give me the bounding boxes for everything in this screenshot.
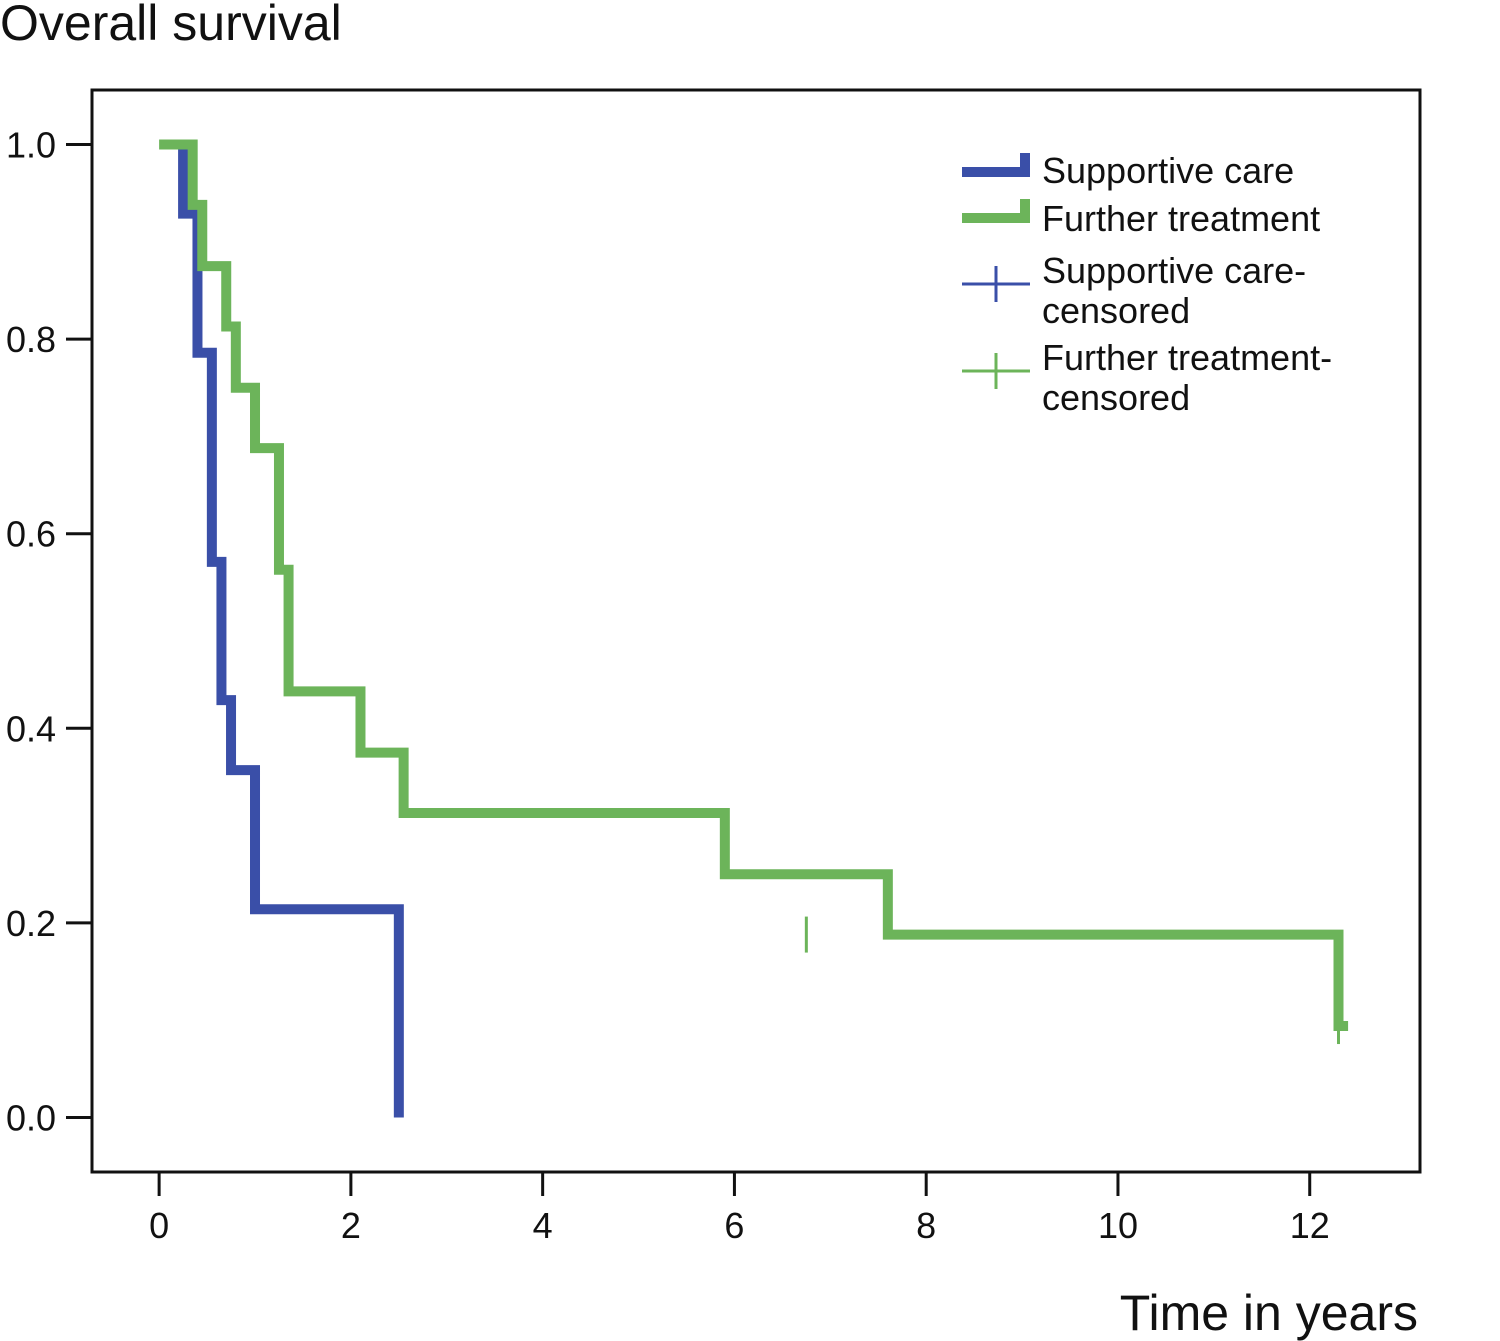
x-tick-label: 8 [916,1205,936,1246]
legend-label: Supportive care- [1042,250,1306,291]
y-tick-label: 0.8 [6,319,56,360]
legend-label: Further treatment- [1042,337,1332,378]
legend-label: censored [1042,377,1190,418]
series-layer [159,139,1349,1118]
x-tick-label: 10 [1098,1205,1138,1246]
y-tick-label: 0.4 [6,708,56,749]
x-tick-label: 12 [1290,1205,1330,1246]
x-tick-label: 0 [149,1205,169,1246]
legend-item: Supportive care-censored [962,250,1306,331]
legend-label: censored [1042,290,1190,331]
legend-item: Further treatment [962,198,1320,239]
y-tick-label: 0.2 [6,903,56,944]
x-tick-label: 4 [533,1205,553,1246]
x-axis-label: Time in years [1120,1285,1418,1341]
y-tick-label: 0.0 [6,1098,56,1139]
legend: Supportive care Further treatment Supporti… [962,150,1332,418]
y-axis-label: Overall survival [0,0,342,51]
legend-item: Further treatment-censored [962,337,1332,418]
y-tick-label: 0.6 [6,514,56,555]
legend-item: Supportive care [962,150,1294,191]
y-tick-label: 1.0 [6,124,56,165]
legend-label: Supportive care [1042,150,1294,191]
y-axis: 0.0 0.2 0.4 0.6 0.8 1.0 [6,124,92,1139]
x-axis: 0 2 4 6 8 10 12 [149,1172,1330,1246]
series-line-further-treatment [159,139,1349,1032]
legend-swatch [962,199,1030,223]
series-line-supportive-care [173,139,404,1118]
plot-frame [90,88,1422,1174]
legend-swatch [962,153,1030,177]
x-tick-label: 2 [341,1205,361,1246]
legend-label: Further treatment [1042,198,1320,239]
x-tick-label: 6 [724,1205,744,1246]
